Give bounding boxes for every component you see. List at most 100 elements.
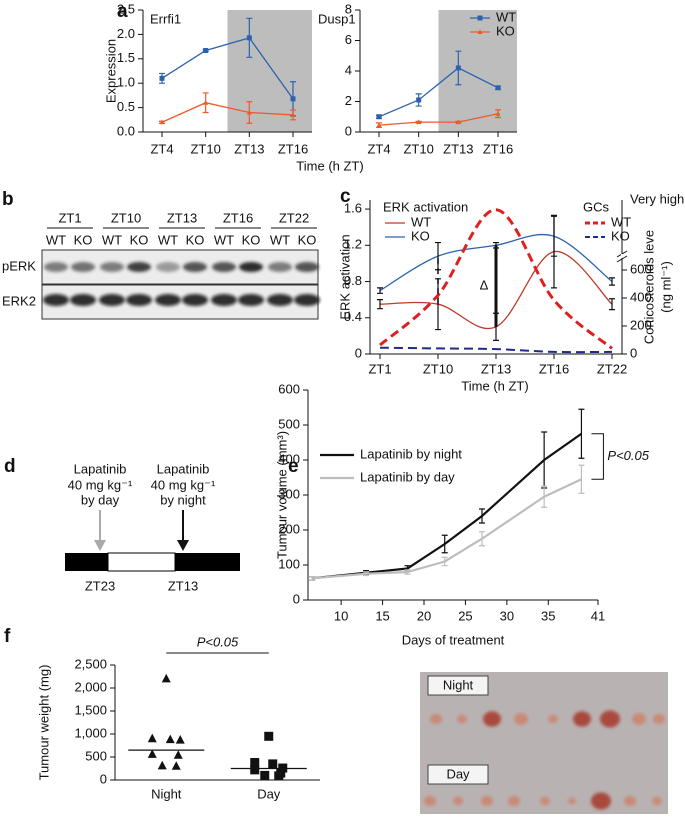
blot-band [100,262,124,272]
marker [376,114,382,120]
x-tick-label: ZT13 [443,141,473,156]
blot-row-label: ERK2 [2,293,36,308]
time-label: ZT13 [168,578,198,593]
line-series [379,208,613,350]
group-label: ZT1 [58,210,81,225]
timing-label: by night [160,492,206,507]
marker [171,761,181,770]
axis-break-gap [621,254,623,258]
marker [268,759,278,769]
legend-label: WT [496,9,516,24]
drug-label: Lapatinib [157,461,210,476]
marker [416,119,422,125]
marker [203,48,209,54]
x-tick-label: 41 [591,608,605,623]
line-series [378,67,499,118]
x-tick-label: Night [151,786,182,801]
y-tick-label: 2.0 [117,26,135,41]
photo-label: Day [446,766,470,781]
marker [175,735,185,744]
y-tick-label: 2 [345,93,352,108]
y2-axis-label: Corticosteroids leve [641,230,656,344]
x-tick-label: ZT16 [278,141,308,156]
error-bar [578,408,585,459]
y-tick-label: 100 [278,556,300,571]
error-bar [541,485,548,508]
y-tick-label: 1.6 [344,200,362,215]
tumour [508,795,520,807]
line-series [161,102,294,123]
error-bar [609,298,615,311]
tumour [481,795,493,807]
line-series [378,113,499,126]
tumour [632,713,646,725]
x-tick-label: ZT13 [481,361,511,376]
y-tick-label: 2.5 [117,1,135,16]
light-phase [107,552,176,572]
legend-marker [477,29,483,34]
error-bar [479,531,485,547]
panel-label: d [4,456,16,477]
y-tick-label: 0 [293,591,300,606]
blot-band [212,262,236,272]
x-tick-label: ZT4 [367,141,390,156]
blot-band [155,294,181,306]
tumour [548,714,558,724]
error-bar [309,575,316,581]
marker [260,770,270,780]
y-axis-label: Expression [103,39,118,103]
error-bar [441,534,448,554]
y-tick-label: 1,500 [74,702,107,717]
dose-label: 40 mg kg⁻¹ [151,477,216,492]
marker [455,65,461,71]
y-tick-label: 500 [278,416,300,431]
genotype-label: KO [242,232,261,247]
error-bar [377,299,383,310]
blot-band [295,262,319,272]
blot-band [99,294,125,306]
tumour [591,792,611,810]
blot-band [182,294,208,306]
y-tick-label: 1,000 [74,725,107,740]
y-tick-label: 0.0 [117,123,135,138]
legend-marker [477,15,483,21]
x-tick-label: 20 [417,608,431,623]
y-tick-label: 1.5 [117,50,135,65]
x-axis-label: Days of treatment [402,632,505,647]
genotype-label: KO [130,232,149,247]
y-tick-label: 300 [278,486,300,501]
y-tick-label: 2,000 [74,679,107,694]
time-label: ZT23 [85,578,115,593]
panel-label: b [2,189,14,210]
y-tick-label: 0.5 [117,99,135,114]
arrow-head [177,540,189,551]
tumour [653,713,665,725]
error-bar [404,569,411,575]
blot-band [71,262,95,272]
marker [165,734,175,744]
x-tick-label: ZT10 [423,361,453,376]
legend-label: Lapatinib by night [360,446,462,461]
x-tick-label: ZT10 [403,141,433,156]
x-tick-label: Day [257,786,281,801]
marker [455,119,461,125]
legend-label: WT [611,214,631,229]
x-tick-label: ZT10 [190,141,220,156]
blot-band [183,262,207,272]
blot-band [156,262,180,272]
y-tick-label: 200 [278,521,300,536]
blot-band [267,294,293,306]
error-bar [609,277,615,286]
tumour [453,796,463,806]
marker [159,119,165,125]
blot-band [43,294,69,306]
night-shading [227,10,312,132]
x-tick-label: 25 [458,608,472,623]
marker [173,750,183,759]
y-tick-label: 2,500 [74,656,107,671]
tumour-photo: Night Day [420,672,668,814]
error-bar [441,556,448,567]
significance-bracket [591,433,604,480]
genotype-label: WT [214,232,234,247]
